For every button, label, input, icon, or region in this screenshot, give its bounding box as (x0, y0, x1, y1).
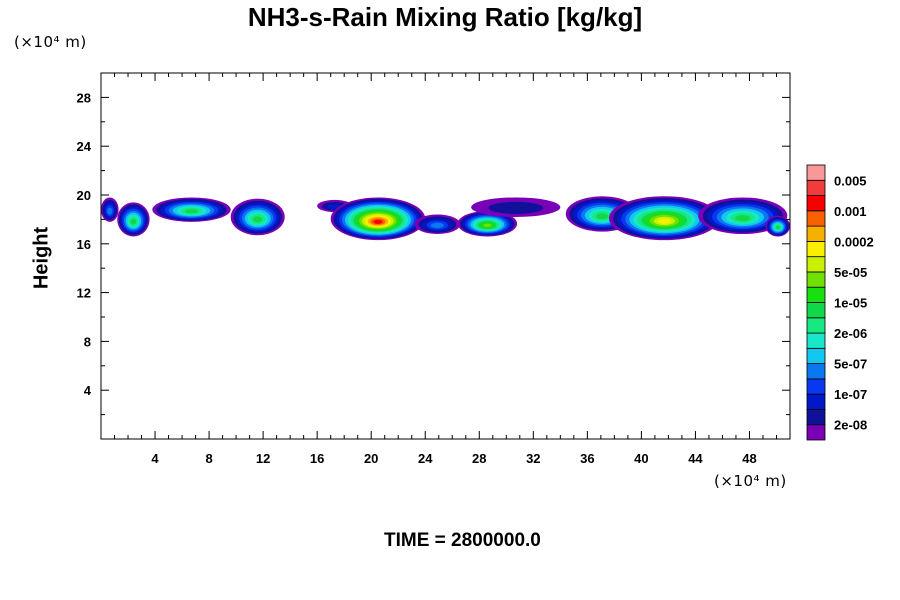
colorbar-swatch (806, 256, 826, 273)
colorbar-swatch (806, 347, 826, 365)
contour-level (596, 213, 609, 220)
x-tick-label: 40 (634, 451, 648, 466)
x-tick-label: 20 (364, 451, 378, 466)
colorbar-label: 5e-07 (834, 357, 867, 372)
y-tick-label: 12 (77, 286, 91, 301)
colorbar-label: 0.005 (834, 173, 867, 188)
cloud-cell (414, 214, 461, 235)
contour-level (130, 218, 137, 225)
x-tick-label: 28 (472, 451, 486, 466)
contour-level (657, 218, 671, 224)
colorbar-swatch (806, 179, 826, 196)
cloud-cell (101, 197, 119, 222)
cloud-cell (765, 215, 790, 237)
colorbar-swatch (806, 195, 826, 212)
x-tick-label: 44 (688, 451, 703, 466)
cloud-cell (457, 210, 518, 237)
contour-level (107, 207, 113, 215)
contour-level (430, 222, 444, 229)
plot-frame (100, 72, 791, 440)
colorbar-swatch (806, 302, 826, 319)
cloud-cell (117, 202, 150, 237)
y-tick-label: 16 (77, 237, 91, 252)
y-tick-label: 24 (77, 139, 92, 154)
contour-level (488, 201, 544, 214)
x-tick-label: 36 (580, 451, 594, 466)
colorbar-label: 2e-08 (834, 418, 867, 433)
x-tick-label: 16 (310, 451, 324, 466)
colorbar-swatch (806, 286, 826, 303)
contour-level (184, 209, 199, 214)
y-tick-label: 20 (77, 188, 91, 203)
contour-level (253, 216, 263, 223)
x-tick-label: 32 (526, 451, 540, 466)
contour-level (735, 215, 751, 222)
x-tick-label: 4 (151, 451, 159, 466)
colorbar-swatch (806, 240, 826, 258)
colorbar-swatch (806, 271, 826, 288)
cloud-cell (230, 198, 285, 236)
colorbar-swatch (806, 409, 826, 426)
colorbar-swatch (806, 378, 826, 395)
x-tick-label: 24 (418, 451, 433, 466)
contour-level (775, 225, 780, 230)
colorbar-swatch (806, 424, 826, 441)
cloud-cell (471, 197, 561, 217)
cloud-cell (698, 197, 788, 235)
x-axis-unit: (×10⁴ m) (714, 472, 787, 490)
cloud-cell (330, 197, 426, 241)
contour-level (373, 219, 383, 224)
colorbar-swatch (806, 164, 826, 181)
y-tick-label: 8 (84, 334, 91, 349)
colorbar-label: 2e-06 (834, 326, 867, 341)
cloud-cell (608, 196, 720, 241)
colorbar-swatch (806, 393, 826, 410)
colorbar: 2e-08 1e-07 5e-07 2e-06 1e-05 5e-05 0.0002 0.00… (806, 164, 874, 441)
y-axis-unit: (×10⁴ m) (14, 33, 87, 51)
colorbar-label: 0.001 (834, 204, 867, 219)
colorbar-swatch (806, 332, 826, 349)
time-footer: TIME = 2800000.0 (384, 530, 541, 551)
cloud-field (101, 196, 790, 241)
colorbar-swatch (806, 317, 826, 334)
x-tick-label: 12 (256, 451, 270, 466)
colorbar-swatch (806, 225, 826, 242)
y-tick-label: 4 (84, 383, 92, 398)
colorbar-label: 0.0002 (834, 234, 874, 249)
colorbar-label: 1e-05 (834, 296, 867, 311)
chart-title: NH3-s-Rain Mixing Ratio [kg/kg] (247, 2, 643, 32)
colorbar-label: 1e-07 (834, 387, 867, 402)
x-tick-label: 8 (205, 451, 212, 466)
cloud-cell (152, 197, 231, 222)
colorbar-swatch (806, 363, 826, 380)
colorbar-label: 5e-05 (834, 265, 867, 280)
contour-level (483, 223, 492, 228)
x-tick-label: 48 (742, 451, 756, 466)
y-tick-label: 28 (77, 90, 91, 105)
colorbar-swatch (806, 210, 826, 227)
